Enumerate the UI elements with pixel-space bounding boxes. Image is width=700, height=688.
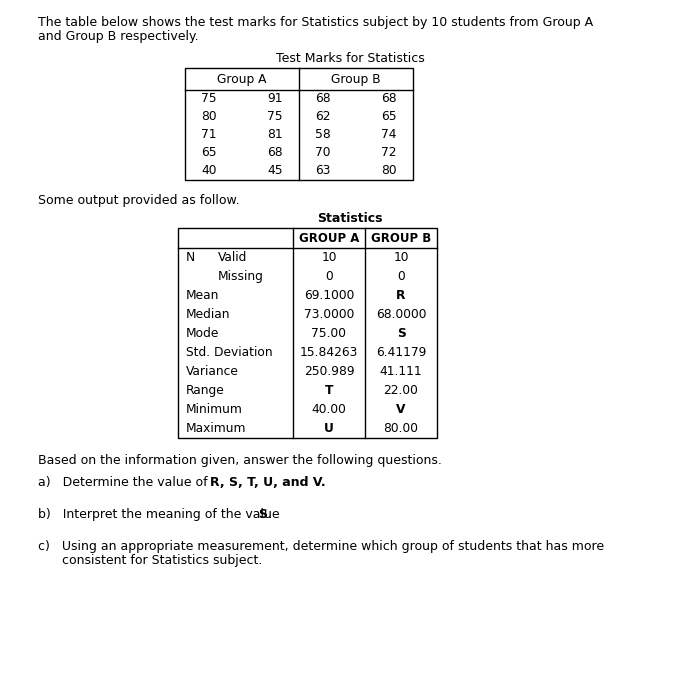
Text: T: T [325, 384, 333, 397]
Text: 41.111: 41.111 [379, 365, 422, 378]
Text: 65: 65 [382, 111, 397, 124]
Text: S: S [258, 508, 267, 521]
Text: 58: 58 [315, 129, 331, 142]
Text: 62: 62 [315, 111, 330, 124]
Text: V: V [396, 403, 406, 416]
Text: and Group B respectively.: and Group B respectively. [38, 30, 199, 43]
Text: 70: 70 [315, 147, 330, 160]
Text: R, S, T, U, and V.: R, S, T, U, and V. [210, 476, 326, 489]
Text: 22.00: 22.00 [384, 384, 419, 397]
Text: Range: Range [186, 384, 225, 397]
Text: Maximum: Maximum [186, 422, 246, 435]
Text: Based on the information given, answer the following questions.: Based on the information given, answer t… [38, 454, 442, 467]
Text: Mean: Mean [186, 289, 219, 302]
Bar [178, 228, 437, 438]
Text: consistent for Statistics subject.: consistent for Statistics subject. [38, 554, 262, 567]
Text: 65: 65 [201, 147, 217, 160]
Text: GROUP A: GROUP A [299, 231, 359, 244]
Text: Mode: Mode [186, 327, 219, 340]
Text: 0: 0 [325, 270, 333, 283]
Text: 40: 40 [201, 164, 217, 178]
Text: 71: 71 [201, 129, 217, 142]
Text: Variance: Variance [186, 365, 239, 378]
Text: GROUP B: GROUP B [371, 231, 431, 244]
Text: 45: 45 [267, 164, 283, 178]
Text: 80: 80 [201, 111, 217, 124]
Text: 0: 0 [397, 270, 405, 283]
Text: Test Marks for Statistics: Test Marks for Statistics [276, 52, 424, 65]
Text: 15.84263: 15.84263 [300, 346, 358, 359]
Text: S: S [397, 327, 405, 340]
Text: 69.1000: 69.1000 [304, 289, 354, 302]
Text: 74: 74 [382, 129, 397, 142]
Text: 81: 81 [267, 129, 283, 142]
Text: 73.0000: 73.0000 [304, 308, 354, 321]
Text: 40.00: 40.00 [312, 403, 346, 416]
Text: Group A: Group A [217, 72, 267, 85]
Text: 91: 91 [267, 92, 283, 105]
Text: 68.0000: 68.0000 [376, 308, 426, 321]
Text: 75: 75 [267, 111, 283, 124]
Text: a)   Determine the value of: a) Determine the value of [38, 476, 211, 489]
Text: Some output provided as follow.: Some output provided as follow. [38, 194, 239, 207]
Text: Group B: Group B [331, 72, 381, 85]
Text: Statistics: Statistics [317, 212, 383, 225]
Text: 68: 68 [382, 92, 397, 105]
Text: b)   Interpret the meaning of the value: b) Interpret the meaning of the value [38, 508, 284, 521]
Text: N: N [186, 251, 195, 264]
Text: R: R [396, 289, 406, 302]
Bar [185, 68, 413, 180]
Text: The table below shows the test marks for Statistics subject by 10 students from : The table below shows the test marks for… [38, 16, 593, 29]
Text: 250.989: 250.989 [304, 365, 354, 378]
Text: Std. Deviation: Std. Deviation [186, 346, 272, 359]
Text: 72: 72 [382, 147, 397, 160]
Text: Valid: Valid [218, 251, 247, 264]
Text: 63: 63 [315, 164, 330, 178]
Text: 75: 75 [201, 92, 217, 105]
Text: 68: 68 [267, 147, 283, 160]
Text: 80.00: 80.00 [384, 422, 419, 435]
Text: 10: 10 [321, 251, 337, 264]
Text: Minimum: Minimum [186, 403, 243, 416]
Text: 68: 68 [315, 92, 331, 105]
Text: 75.00: 75.00 [312, 327, 346, 340]
Text: .: . [268, 508, 272, 521]
Text: 6.41179: 6.41179 [376, 346, 426, 359]
Text: Missing: Missing [218, 270, 264, 283]
Text: 80: 80 [382, 164, 397, 178]
Text: Median: Median [186, 308, 230, 321]
Text: U: U [324, 422, 334, 435]
Text: c)   Using an appropriate measurement, determine which group of students that ha: c) Using an appropriate measurement, det… [38, 540, 604, 553]
Text: 10: 10 [393, 251, 409, 264]
